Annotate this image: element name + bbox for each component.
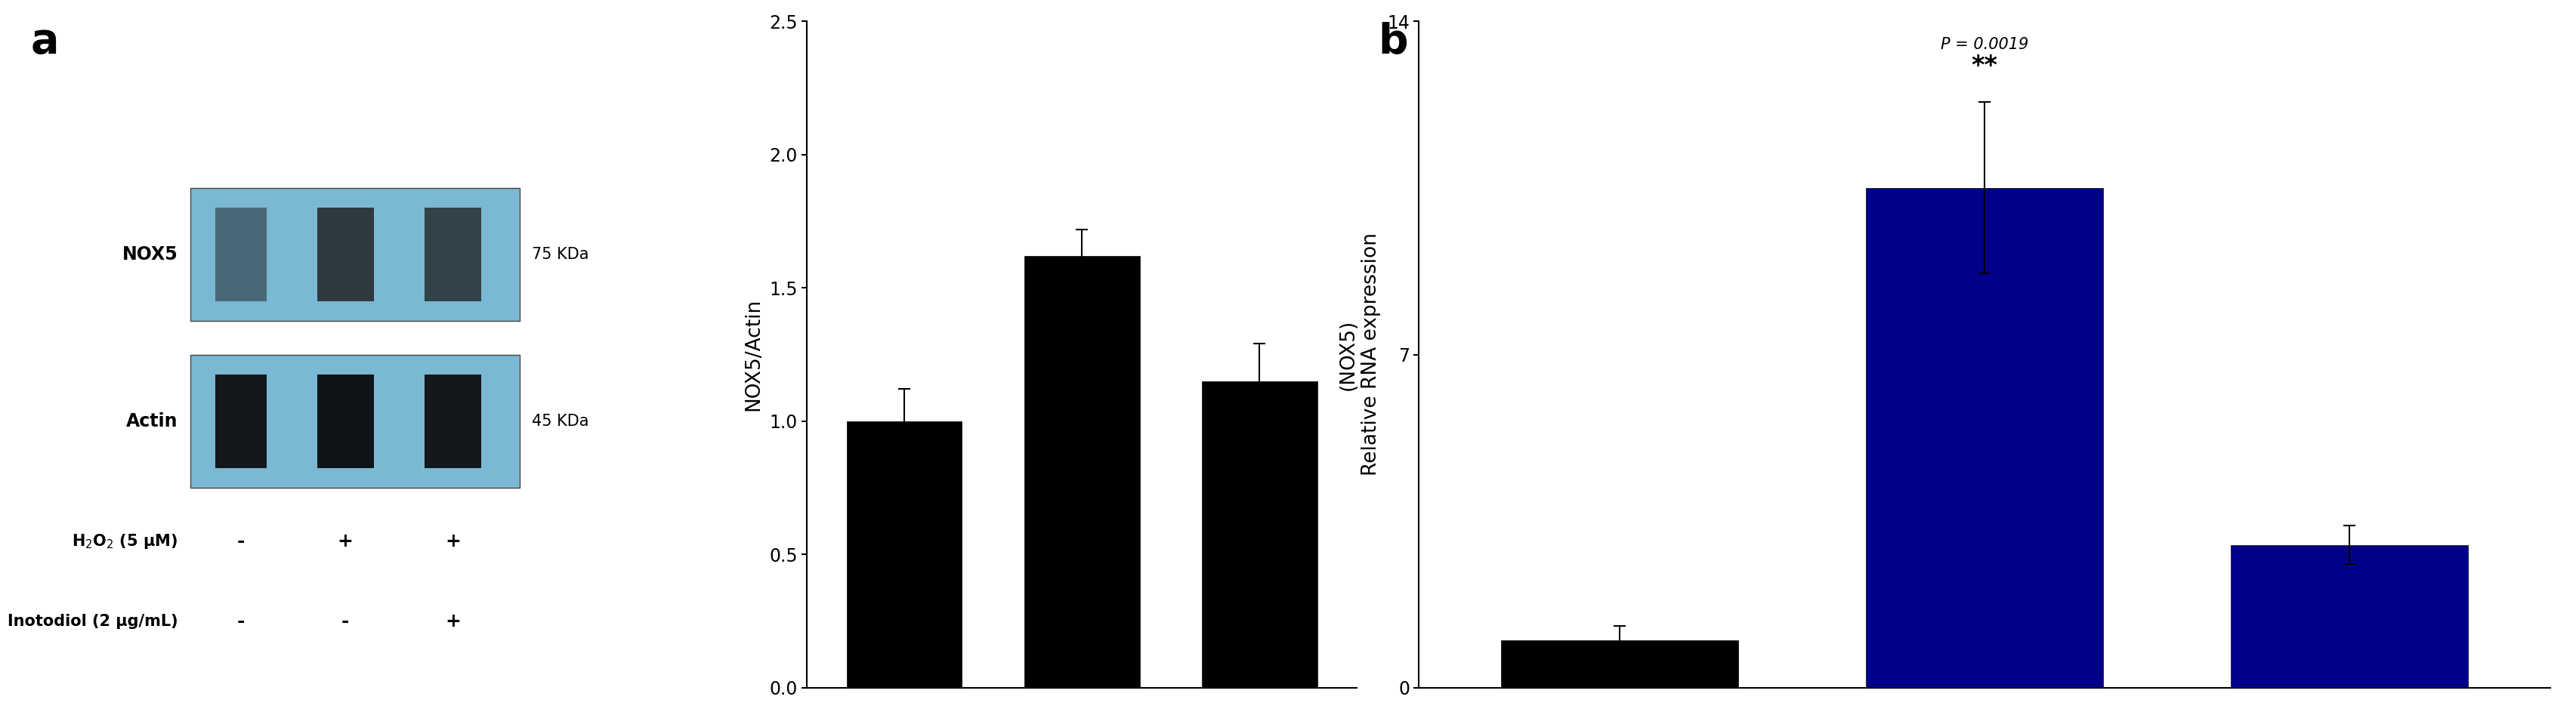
Bar: [317, 374, 374, 468]
Text: b: b: [1378, 21, 1409, 62]
Bar: [216, 208, 265, 301]
Text: H$_2$O$_2$ (5 μM): H$_2$O$_2$ (5 μM): [72, 532, 178, 550]
Text: Inotodiol (2 μg/mL): Inotodiol (2 μg/mL): [8, 613, 178, 629]
Bar: [425, 208, 482, 301]
Text: -: -: [237, 612, 245, 630]
Text: **: **: [1971, 53, 1996, 79]
Text: P = 0.0019: P = 0.0019: [1940, 37, 2027, 52]
Text: -: -: [343, 612, 350, 630]
Bar: [2231, 545, 2468, 688]
Bar: [191, 354, 520, 488]
Bar: [425, 374, 482, 468]
Text: a: a: [31, 21, 59, 62]
Text: -: -: [237, 532, 245, 550]
Text: NOX5: NOX5: [121, 245, 178, 264]
Bar: [216, 374, 265, 468]
Text: +: +: [446, 612, 461, 630]
Bar: [1502, 640, 1739, 688]
Text: 75 KDa: 75 KDa: [533, 247, 590, 262]
Text: +: +: [446, 532, 461, 550]
Bar: [1025, 256, 1139, 688]
Text: 45 KDa: 45 KDa: [533, 413, 590, 429]
Bar: [1200, 381, 1316, 688]
Bar: [317, 208, 374, 301]
Bar: [191, 188, 520, 321]
Y-axis label: NOX5/Actin: NOX5/Actin: [744, 298, 762, 411]
Bar: [1865, 188, 2102, 688]
Text: Actin: Actin: [126, 412, 178, 430]
Y-axis label: (NOX5)
Relative RNA expression: (NOX5) Relative RNA expression: [1340, 233, 1381, 476]
Bar: [848, 421, 961, 688]
Text: +: +: [337, 532, 353, 550]
